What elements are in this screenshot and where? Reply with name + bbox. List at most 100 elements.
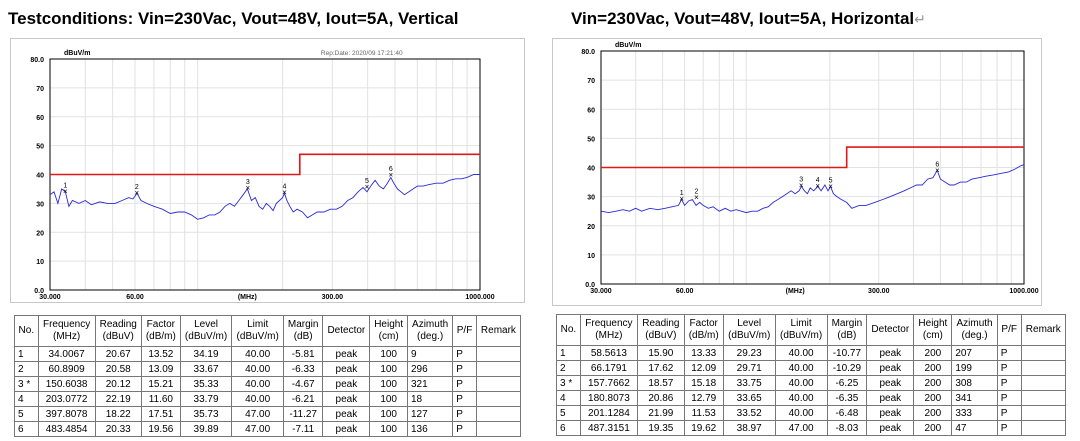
table-cell: 18.22 bbox=[94, 406, 142, 422]
table-row: 2 60.8909 20.58 13.09 33.67 40.00 -6.33 peak 100… bbox=[14, 361, 522, 377]
table-cell: 2 bbox=[556, 360, 581, 376]
table-cell: 13.33 bbox=[683, 345, 724, 361]
peak-marker-label: 2 bbox=[135, 184, 139, 191]
table-cell: 9 bbox=[406, 346, 454, 362]
table-row: 1 58.5613 15.90 13.33 29.23 40.00 -10.77 peak 20… bbox=[556, 345, 1067, 361]
peak-marker-label: 6 bbox=[389, 166, 393, 173]
column-header: P/F bbox=[996, 314, 1022, 346]
x-tick-label: 300.00 bbox=[868, 288, 890, 295]
y-tick-label: 80.0 bbox=[581, 49, 595, 56]
horizontal-emission-chart: 0.0 10 20 30 40 50 60 70 80.0 30.000 60.00 (MHz) 300… bbox=[552, 38, 1042, 306]
right-chart-heading: Vin=230Vac, Vout=48V, Iout=5A, Horizonta… bbox=[571, 9, 926, 29]
column-header: Limit (dBuV/m) bbox=[231, 315, 284, 347]
peak-marker-x: × bbox=[828, 182, 833, 191]
table-cell bbox=[475, 391, 522, 407]
column-header: No. bbox=[14, 315, 39, 347]
peak-marker-x: × bbox=[679, 194, 684, 203]
column-header: Remark bbox=[1020, 314, 1067, 346]
table-cell: 60.8909 bbox=[37, 361, 96, 377]
y-axis-unit: dBuV/m bbox=[615, 42, 641, 49]
column-header: Margin (dB) bbox=[282, 315, 324, 347]
y-tick-label: 80.0 bbox=[30, 57, 44, 64]
x-tick-label: 60.00 bbox=[676, 288, 694, 295]
table-cell: peak bbox=[322, 376, 371, 392]
table-cell bbox=[475, 346, 522, 362]
table-cell: 13.52 bbox=[140, 346, 181, 362]
y-tick-label: 60 bbox=[587, 107, 595, 114]
table-cell bbox=[475, 376, 522, 392]
table-cell: 17.62 bbox=[637, 360, 685, 376]
table-cell: 12.09 bbox=[683, 360, 724, 376]
table-cell: P bbox=[996, 420, 1022, 436]
table-cell: 40.00 bbox=[774, 360, 828, 376]
x-tick-label: 30.000 bbox=[590, 288, 612, 295]
table-cell: peak bbox=[322, 421, 371, 437]
x-tick-label: (MHz) bbox=[786, 288, 805, 295]
table-cell: 20.33 bbox=[94, 421, 142, 437]
table-cell: 19.62 bbox=[683, 420, 724, 436]
limit-line bbox=[50, 153, 480, 176]
table-cell: 66.1791 bbox=[579, 360, 639, 376]
table-cell: P bbox=[996, 405, 1022, 421]
peak-marker-x: × bbox=[815, 181, 820, 190]
column-header: Margin (dB) bbox=[826, 314, 868, 346]
column-header: Height (cm) bbox=[369, 315, 408, 347]
y-tick-label: 50 bbox=[587, 136, 595, 143]
peak-marker-label: 1 bbox=[63, 182, 67, 189]
limit-line bbox=[601, 146, 1024, 169]
y-tick-label: 20 bbox=[587, 224, 595, 231]
table-cell: 15.18 bbox=[683, 375, 724, 391]
vertical-results-table: No. Frequency (MHz) Reading (dBuV) Factor (… bbox=[14, 315, 522, 437]
table-cell: 20.67 bbox=[94, 346, 142, 362]
x-tick-label: 1000.000 bbox=[1009, 288, 1038, 295]
vertical-chart-svg: 0.0 10 20 30 40 50 60 70 80.0 30.000 60.00 (MHz) 300… bbox=[10, 38, 525, 303]
table-cell: 6 bbox=[556, 420, 581, 436]
table-cell: 2 bbox=[14, 361, 39, 377]
y-tick-label: 10 bbox=[36, 259, 44, 266]
emission-trace-line bbox=[600, 164, 1025, 214]
table-cell: 40.00 bbox=[231, 391, 284, 407]
table-cell: -5.81 bbox=[282, 346, 324, 362]
table-cell: 21.99 bbox=[637, 405, 685, 421]
peak-marker-label: 6 bbox=[935, 161, 939, 168]
table-cell: peak bbox=[322, 361, 371, 377]
column-header: Level (dBuV/m) bbox=[179, 315, 233, 347]
table-cell: 19.56 bbox=[140, 421, 181, 437]
table-cell bbox=[1020, 345, 1067, 361]
y-axis-unit: dBuV/m bbox=[64, 50, 90, 57]
column-header: Detector bbox=[322, 315, 371, 347]
table-cell: 40.00 bbox=[231, 361, 284, 377]
table-cell: 58.5613 bbox=[579, 345, 639, 361]
table-row: 3 * 157.7662 18.57 15.18 33.75 40.00 -6.25 peak… bbox=[556, 375, 1067, 391]
x-tick-label: 1000.000 bbox=[465, 294, 494, 301]
table-cell: -4.67 bbox=[282, 376, 324, 392]
table-cell: 33.75 bbox=[722, 375, 776, 391]
emission-trace-line bbox=[49, 174, 480, 220]
table-cell: 201.1284 bbox=[579, 405, 639, 421]
table-cell: 4 bbox=[556, 390, 581, 406]
table-row: 6 483.4854 20.33 19.56 39.89 47.00 -7.11 peak 10… bbox=[14, 421, 522, 437]
table-cell bbox=[475, 421, 522, 437]
table-cell bbox=[1020, 405, 1067, 421]
table-cell bbox=[1020, 360, 1067, 376]
table-cell: 200 bbox=[913, 420, 953, 436]
peak-marker-label: 5 bbox=[365, 178, 369, 185]
peak-marker-x: × bbox=[694, 193, 699, 202]
peak-marker-x: × bbox=[246, 183, 251, 192]
table-cell: 13.09 bbox=[140, 361, 181, 377]
column-header: Height (cm) bbox=[913, 314, 953, 346]
table-cell: 47.00 bbox=[774, 420, 828, 436]
table-cell: -6.21 bbox=[282, 391, 324, 407]
column-header: No. bbox=[556, 314, 581, 346]
table-cell: 29.71 bbox=[722, 360, 776, 376]
horizontal-results-table: No. Frequency (MHz) Reading (dBuV) Factor (… bbox=[556, 314, 1067, 436]
table-cell: 200 bbox=[913, 345, 953, 361]
peak-marker-x: × bbox=[63, 187, 68, 196]
x-tick-label: (MHz) bbox=[238, 294, 257, 301]
table-cell: 20.12 bbox=[94, 376, 142, 392]
table-cell: 47.00 bbox=[231, 406, 284, 422]
table-row: 4 203.0772 22.19 11.60 33.79 40.00 -6.21 peak 10… bbox=[14, 391, 522, 407]
peak-marker-x: × bbox=[935, 166, 940, 175]
table-cell: P bbox=[996, 360, 1022, 376]
column-header: Reading (dBuV) bbox=[94, 315, 142, 347]
